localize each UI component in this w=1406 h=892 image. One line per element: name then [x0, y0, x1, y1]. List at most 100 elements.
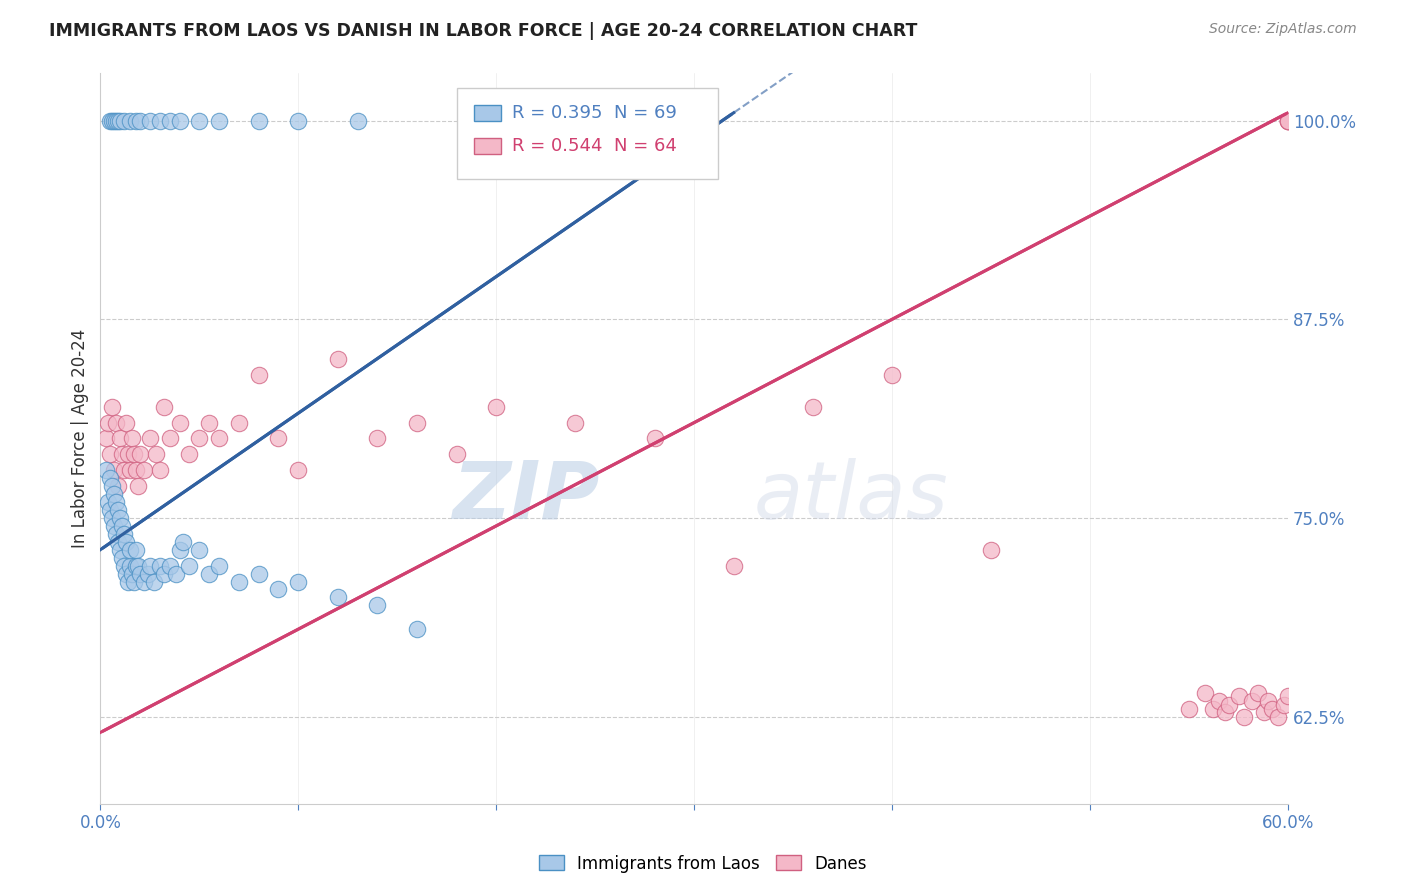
- Point: [188, 432, 211, 446]
- Point: [1253, 705, 1275, 719]
- Point: [208, 558, 231, 573]
- Point: [118, 463, 141, 477]
- Point: [108, 511, 131, 525]
- Point: [169, 113, 191, 128]
- Point: [247, 368, 270, 382]
- Text: IMMIGRANTS FROM LAOS VS DANISH IN LABOR FORCE | AGE 20-24 CORRELATION CHART: IMMIGRANTS FROM LAOS VS DANISH IN LABOR …: [49, 22, 918, 40]
- Point: [129, 566, 152, 581]
- Point: [101, 511, 124, 525]
- Point: [1277, 113, 1299, 128]
- Point: [136, 566, 159, 581]
- Point: [98, 471, 121, 485]
- Point: [145, 447, 167, 461]
- Point: [152, 566, 174, 581]
- Point: [1213, 705, 1236, 719]
- Point: [125, 463, 148, 477]
- Point: [149, 463, 172, 477]
- Point: [723, 558, 745, 573]
- Point: [446, 447, 468, 461]
- Point: [121, 566, 143, 581]
- Point: [105, 495, 128, 509]
- Point: [1178, 701, 1201, 715]
- Point: [112, 558, 135, 573]
- Text: R = 0.544  N = 64: R = 0.544 N = 64: [512, 137, 678, 155]
- Point: [139, 432, 162, 446]
- Point: [173, 534, 195, 549]
- Point: [159, 558, 181, 573]
- Point: [129, 113, 152, 128]
- Point: [103, 113, 125, 128]
- Point: [564, 416, 586, 430]
- Text: ZIP: ZIP: [451, 458, 599, 536]
- Point: [108, 113, 131, 128]
- Point: [980, 542, 1002, 557]
- Point: [98, 447, 121, 461]
- Point: [287, 463, 309, 477]
- Point: [801, 400, 824, 414]
- Point: [112, 113, 135, 128]
- Point: [208, 432, 231, 446]
- Point: [117, 574, 139, 589]
- Point: [1218, 698, 1240, 713]
- Point: [107, 113, 129, 128]
- Text: R = 0.395  N = 69: R = 0.395 N = 69: [512, 104, 678, 122]
- Point: [111, 519, 134, 533]
- Point: [1277, 113, 1299, 128]
- Point: [107, 503, 129, 517]
- Point: [103, 487, 125, 501]
- Point: [118, 113, 141, 128]
- Point: [169, 542, 191, 557]
- Point: [112, 463, 135, 477]
- Point: [644, 432, 666, 446]
- Point: [159, 113, 181, 128]
- Point: [103, 463, 125, 477]
- FancyBboxPatch shape: [474, 138, 501, 154]
- Point: [117, 447, 139, 461]
- Point: [111, 550, 134, 565]
- Point: [139, 558, 162, 573]
- Point: [1257, 694, 1279, 708]
- Point: [98, 113, 121, 128]
- Point: [98, 503, 121, 517]
- Point: [125, 558, 148, 573]
- Point: [1247, 686, 1270, 700]
- Text: atlas: atlas: [754, 458, 948, 536]
- Point: [188, 113, 211, 128]
- Point: [159, 432, 181, 446]
- Point: [1277, 689, 1299, 703]
- FancyBboxPatch shape: [457, 87, 718, 179]
- Point: [129, 447, 152, 461]
- Point: [122, 447, 145, 461]
- Point: [1267, 709, 1289, 723]
- Point: [112, 526, 135, 541]
- FancyBboxPatch shape: [474, 105, 501, 121]
- Point: [122, 574, 145, 589]
- Text: Source: ZipAtlas.com: Source: ZipAtlas.com: [1209, 22, 1357, 37]
- Point: [127, 558, 149, 573]
- Point: [1277, 113, 1299, 128]
- Point: [96, 463, 118, 477]
- Point: [346, 113, 368, 128]
- Point: [125, 113, 148, 128]
- Point: [485, 400, 508, 414]
- Point: [1241, 694, 1264, 708]
- Point: [406, 622, 429, 636]
- Point: [149, 558, 172, 573]
- Point: [366, 432, 388, 446]
- Point: [1272, 698, 1295, 713]
- Point: [882, 368, 904, 382]
- Legend: Immigrants from Laos, Danes: Immigrants from Laos, Danes: [531, 848, 875, 880]
- Point: [1194, 686, 1216, 700]
- Point: [198, 416, 221, 430]
- Point: [1233, 709, 1256, 723]
- Point: [97, 495, 120, 509]
- Point: [101, 113, 124, 128]
- Point: [267, 432, 290, 446]
- Point: [247, 113, 270, 128]
- Point: [169, 416, 191, 430]
- Point: [149, 113, 172, 128]
- Point: [228, 416, 250, 430]
- Point: [127, 479, 149, 493]
- Point: [105, 113, 128, 128]
- Point: [208, 113, 231, 128]
